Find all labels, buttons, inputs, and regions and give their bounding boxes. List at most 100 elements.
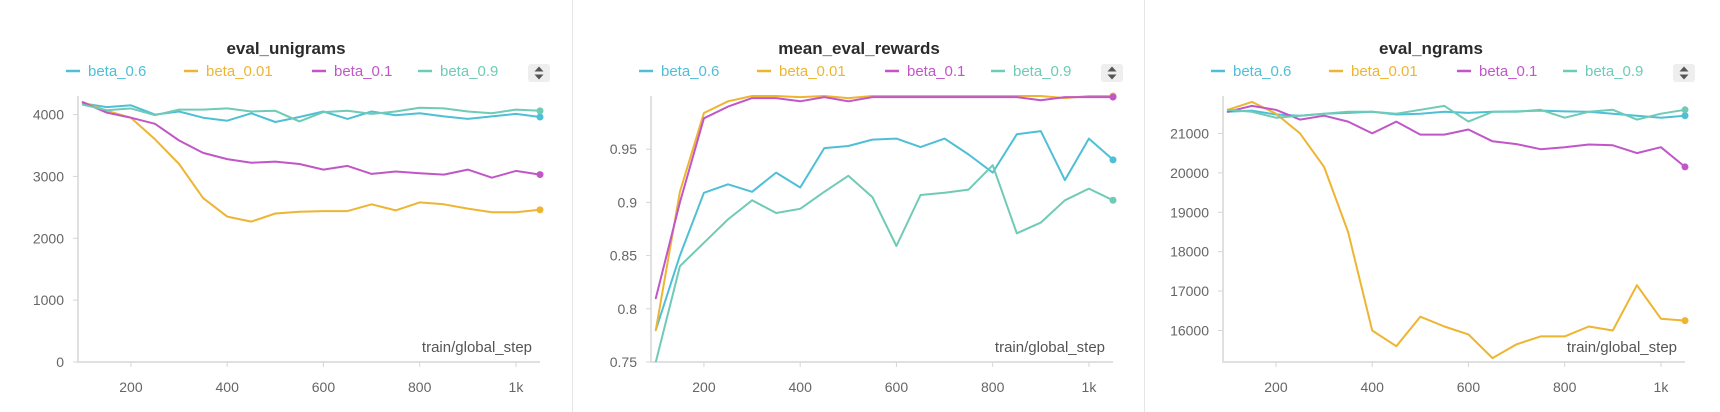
panel-mean-eval-rewards: mean_eval_rewards beta_0.6 beta_0.01 beta_0… xyxy=(572,0,1144,412)
series-endpoint-beta-0-9 xyxy=(536,107,544,115)
y-tick-label: 18000 xyxy=(1170,244,1209,260)
mean-eval-rewards-chart: mean_eval_rewards beta_0.6 beta_0.01 beta_0… xyxy=(610,39,1123,395)
sort-updown-icon[interactable] xyxy=(1673,64,1695,82)
legend-item-beta-0-6[interactable]: beta_0.6 xyxy=(66,63,146,80)
x-axis-label: train/global_step xyxy=(995,339,1105,356)
x-tick-label: 1k xyxy=(1082,379,1098,395)
series-line-beta-0-01[interactable] xyxy=(1226,100,1686,360)
series-endpoint-beta-0-9 xyxy=(1681,106,1689,114)
legend-label: beta_0.9 xyxy=(1585,63,1643,80)
legend-item-beta-0-1[interactable]: beta_0.1 xyxy=(885,63,965,80)
legend-item-beta-0-1[interactable]: beta_0.1 xyxy=(312,63,392,80)
series-line-beta-0-1[interactable] xyxy=(81,101,541,179)
y-tick-label: 2000 xyxy=(33,230,64,246)
series-line-beta-0-9[interactable] xyxy=(81,103,541,123)
legend-label: beta_0.9 xyxy=(1013,63,1071,80)
y-tick-label: 0 xyxy=(56,354,64,370)
legend-label: beta_0.01 xyxy=(1351,63,1418,80)
x-axis-label: train/global_step xyxy=(1567,339,1677,356)
y-tick-label: 0.95 xyxy=(610,141,637,157)
series-line-beta-0-1[interactable] xyxy=(1226,104,1686,168)
x-tick-label: 200 xyxy=(1264,379,1288,395)
chart-title: eval_unigrams xyxy=(226,39,345,58)
panel-eval-ngrams: eval_ngrams beta_0.6 beta_0.01 beta_0.1 beta… xyxy=(1144,0,1716,412)
y-tick-label: 19000 xyxy=(1170,204,1209,220)
series-line-beta-0-9[interactable] xyxy=(654,164,1114,362)
y-tick-label: 0.75 xyxy=(610,354,637,370)
y-tick-label: 0.8 xyxy=(618,301,638,317)
legend-label: beta_0.6 xyxy=(88,63,146,80)
series-line-beta-0-9[interactable] xyxy=(1226,104,1686,123)
x-tick-label: 600 xyxy=(885,379,909,395)
x-tick-label: 200 xyxy=(119,379,143,395)
x-tick-label: 400 xyxy=(216,379,240,395)
arrow-down-icon xyxy=(1107,74,1117,80)
series-endpoint-beta-0-6 xyxy=(1109,156,1117,164)
series-endpoint-beta-0-1 xyxy=(1681,163,1689,171)
legend-item-beta-0-01[interactable]: beta_0.01 xyxy=(757,63,846,80)
arrow-down-icon xyxy=(534,74,544,80)
series-endpoint-beta-0-01 xyxy=(536,206,544,214)
x-tick-label: 800 xyxy=(1553,379,1577,395)
x-tick-label: 600 xyxy=(1457,379,1481,395)
y-tick-label: 3000 xyxy=(33,168,64,184)
sort-button-bg xyxy=(1673,64,1695,82)
sort-updown-icon[interactable] xyxy=(1101,64,1123,82)
sort-button-bg xyxy=(528,64,550,82)
sort-button-bg xyxy=(1101,64,1123,82)
panel-eval-unigrams: eval_unigrams beta_0.6 beta_0.01 beta_0.1 be… xyxy=(0,0,572,412)
series-endpoint-beta-0-9 xyxy=(1109,196,1117,204)
y-tick-label: 0.9 xyxy=(618,194,638,210)
series-line-beta-0-1[interactable] xyxy=(654,96,1114,300)
legend-item-beta-0-9[interactable]: beta_0.9 xyxy=(991,63,1071,80)
sort-updown-icon[interactable] xyxy=(528,64,550,82)
y-tick-label: 16000 xyxy=(1170,322,1209,338)
legend-item-beta-0-01[interactable]: beta_0.01 xyxy=(184,63,273,80)
series-endpoint-beta-0-6 xyxy=(1681,112,1689,120)
legend-label: beta_0.1 xyxy=(334,63,392,80)
x-tick-label: 200 xyxy=(692,379,716,395)
arrow-up-icon xyxy=(1107,66,1117,72)
y-tick-label: 21000 xyxy=(1170,125,1209,141)
series-endpoint-beta-0-1 xyxy=(1109,93,1117,101)
series-line-beta-0-01[interactable] xyxy=(81,101,541,223)
arrow-down-icon xyxy=(1679,74,1689,80)
x-tick-label: 400 xyxy=(789,379,813,395)
x-tick-label: 1k xyxy=(1654,379,1670,395)
chart-title: eval_ngrams xyxy=(1379,39,1483,58)
legend-label: beta_0.9 xyxy=(440,63,498,80)
x-tick-label: 400 xyxy=(1361,379,1385,395)
legend-item-beta-0-9[interactable]: beta_0.9 xyxy=(1563,63,1643,80)
legend-item-beta-0-01[interactable]: beta_0.01 xyxy=(1329,63,1418,80)
legend-item-beta-0-6[interactable]: beta_0.6 xyxy=(1211,63,1291,80)
eval-ngrams-chart: eval_ngrams beta_0.6 beta_0.01 beta_0.1 beta… xyxy=(1170,39,1695,395)
eval-unigrams-chart: eval_unigrams beta_0.6 beta_0.01 beta_0.1 be… xyxy=(33,39,550,395)
arrow-up-icon xyxy=(1679,66,1689,72)
x-tick-label: 800 xyxy=(408,379,432,395)
legend-label: beta_0.1 xyxy=(1479,63,1537,80)
series-line-beta-0-6[interactable] xyxy=(654,130,1114,332)
y-tick-label: 0.85 xyxy=(610,248,637,264)
series-line-beta-0-01[interactable] xyxy=(654,95,1114,332)
legend-item-beta-0-1[interactable]: beta_0.1 xyxy=(1457,63,1537,80)
legend-item-beta-0-6[interactable]: beta_0.6 xyxy=(639,63,719,80)
y-tick-label: 20000 xyxy=(1170,165,1209,181)
legend-label: beta_0.6 xyxy=(661,63,719,80)
x-tick-label: 600 xyxy=(312,379,336,395)
series-endpoint-beta-0-01 xyxy=(1681,317,1689,325)
legend-label: beta_0.01 xyxy=(779,63,846,80)
x-axis-label: train/global_step xyxy=(422,339,532,356)
series-endpoint-beta-0-1 xyxy=(536,171,544,179)
y-tick-label: 1000 xyxy=(33,292,64,308)
x-tick-label: 1k xyxy=(509,379,525,395)
legend-item-beta-0-9[interactable]: beta_0.9 xyxy=(418,63,498,80)
chart-title: mean_eval_rewards xyxy=(778,39,940,58)
legend-label: beta_0.01 xyxy=(206,63,273,80)
legend-label: beta_0.1 xyxy=(907,63,965,80)
y-tick-label: 4000 xyxy=(33,107,64,123)
y-tick-label: 17000 xyxy=(1170,283,1209,299)
legend-label: beta_0.6 xyxy=(1233,63,1291,80)
arrow-up-icon xyxy=(534,66,544,72)
series-endpoint-beta-0-6 xyxy=(536,113,544,121)
